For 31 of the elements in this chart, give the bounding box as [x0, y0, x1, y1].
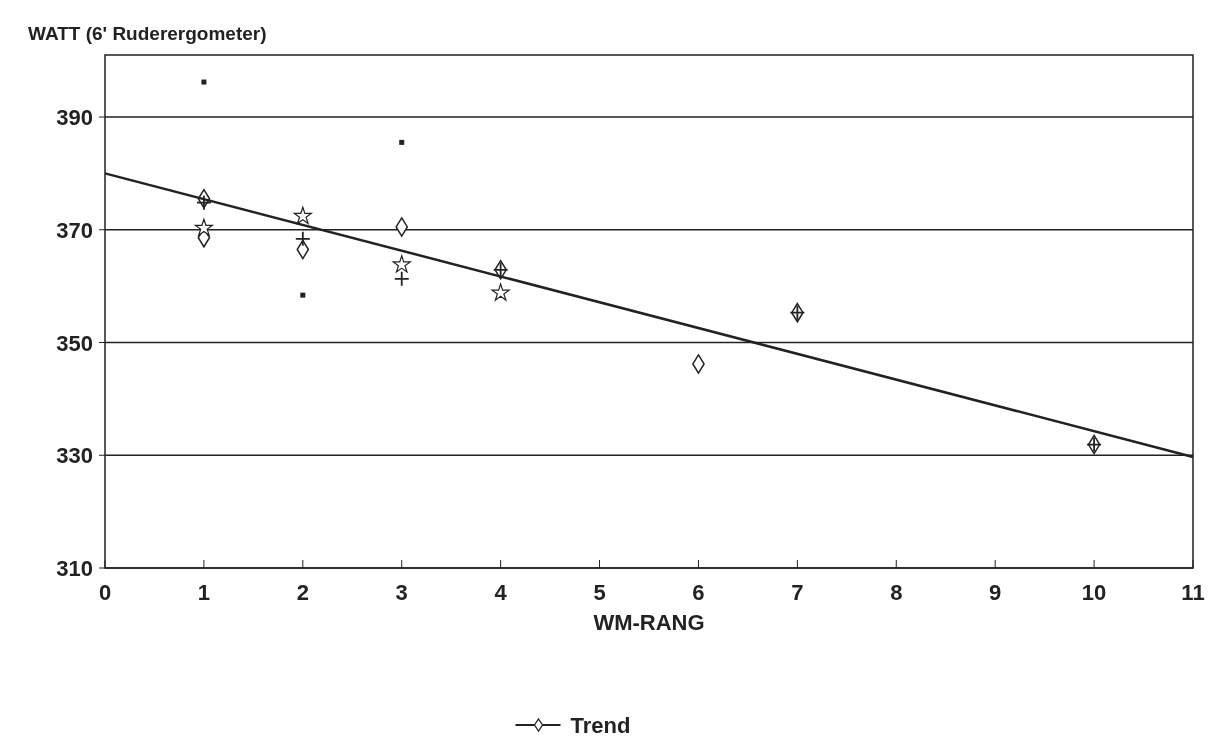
y-tick-label: 370 — [56, 217, 93, 243]
x-axis-title: WM-RANG — [593, 610, 705, 635]
x-tick-label: 7 — [791, 580, 804, 605]
point — [393, 270, 410, 287]
y-tick-label: 390 — [56, 105, 93, 131]
x-tick-label: 10 — [1081, 580, 1107, 605]
y-tick-label: 310 — [56, 556, 93, 581]
x-tick-label: 11 — [1181, 580, 1205, 605]
point — [194, 218, 214, 236]
x-tick-label: 1 — [197, 580, 211, 605]
point — [294, 230, 311, 247]
x-tick-label: 5 — [593, 580, 606, 605]
x-tick-label: 3 — [395, 580, 408, 605]
point — [491, 283, 510, 301]
point — [395, 217, 409, 237]
x-tick-label: 8 — [890, 580, 903, 605]
point — [392, 255, 411, 273]
y-tick-label: 350 — [56, 330, 93, 356]
x-tick-label: 2 — [296, 580, 309, 605]
x-tick-label: 6 — [692, 580, 705, 605]
legend-label: Trend — [570, 713, 631, 738]
point — [399, 139, 405, 145]
point — [300, 292, 306, 298]
x-tick-label: 0 — [98, 580, 112, 605]
y-tick-label: 330 — [56, 443, 93, 469]
point — [196, 194, 212, 211]
y-axis-title: WATT (6' Ruderergometer) — [28, 23, 267, 44]
x-tick-label: 9 — [989, 580, 1002, 605]
point — [293, 206, 312, 225]
point — [201, 79, 207, 85]
x-tick-label: 4 — [494, 580, 508, 605]
